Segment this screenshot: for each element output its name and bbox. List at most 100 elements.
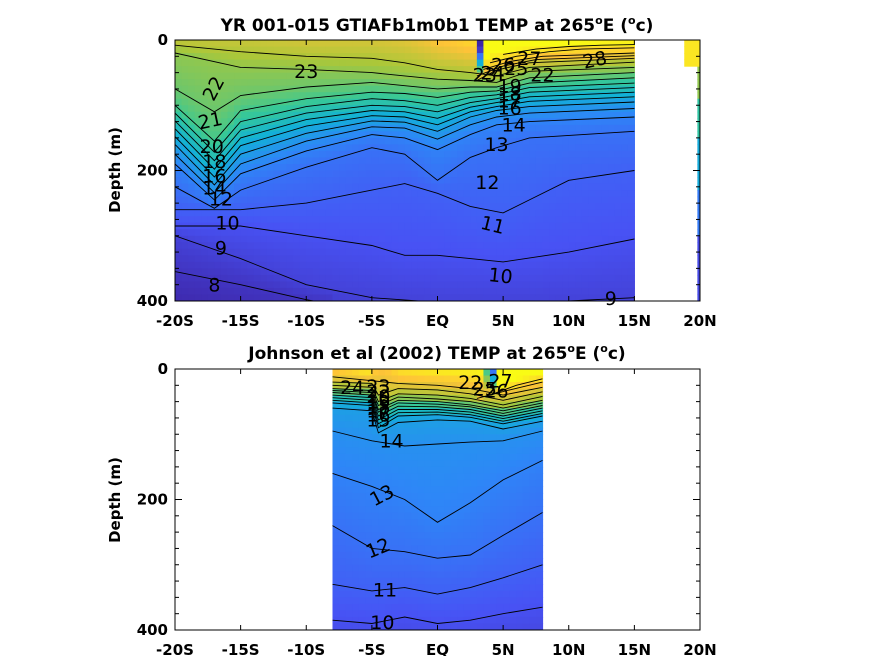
heat-cell bbox=[424, 401, 432, 409]
heat-cell bbox=[286, 170, 294, 178]
heat-cell bbox=[319, 209, 327, 217]
heat-cell bbox=[496, 196, 504, 204]
heat-cell bbox=[430, 92, 439, 100]
heat-cell bbox=[476, 479, 485, 488]
heat-cell bbox=[575, 248, 583, 256]
heat-cell bbox=[516, 105, 524, 113]
heat-cell bbox=[697, 111, 700, 119]
heat-cell bbox=[398, 131, 406, 139]
heat-cell bbox=[529, 163, 537, 172]
heat-cell bbox=[490, 229, 498, 237]
heat-cell bbox=[568, 222, 576, 230]
heat-cell bbox=[614, 72, 622, 80]
heat-cell bbox=[568, 177, 576, 185]
heat-cell bbox=[398, 532, 406, 540]
heat-cell bbox=[175, 294, 183, 301]
heat-cell bbox=[214, 170, 222, 178]
heat-cell bbox=[503, 616, 511, 625]
heat-cell bbox=[535, 170, 544, 178]
heat-cell bbox=[332, 525, 340, 533]
heat-cell bbox=[503, 235, 511, 243]
heat-cell bbox=[483, 196, 491, 204]
heat-cell bbox=[601, 216, 609, 224]
heat-cell bbox=[201, 46, 209, 54]
heat-cell bbox=[378, 248, 386, 256]
heat-cell bbox=[522, 124, 530, 132]
contour-label: 24 bbox=[340, 377, 364, 399]
heat-cell bbox=[535, 287, 544, 296]
heat-cell bbox=[621, 137, 629, 145]
heat-cell bbox=[365, 584, 373, 592]
isotherm-21 bbox=[332, 390, 543, 412]
heat-cell bbox=[378, 525, 386, 533]
heat-cell bbox=[240, 66, 248, 74]
heat-cell bbox=[529, 616, 537, 625]
heat-cell bbox=[424, 40, 432, 48]
heat-cell bbox=[260, 157, 268, 165]
heat-cell bbox=[188, 248, 196, 256]
heat-cell bbox=[398, 53, 406, 61]
heat-cell bbox=[319, 294, 327, 301]
heat-cell bbox=[352, 157, 360, 165]
heat-cell bbox=[385, 571, 393, 579]
heat-cell bbox=[522, 584, 530, 592]
heat-cell bbox=[411, 375, 419, 383]
heat-cell bbox=[450, 421, 458, 429]
heat-cell bbox=[293, 66, 301, 74]
heat-cell bbox=[470, 92, 478, 100]
heat-cell bbox=[188, 294, 196, 301]
heat-cell bbox=[240, 183, 248, 191]
heat-cell bbox=[417, 512, 425, 520]
heat-cell bbox=[417, 479, 425, 488]
heat-cell bbox=[371, 453, 380, 461]
heat-cell bbox=[280, 92, 288, 100]
heat-cell bbox=[529, 131, 537, 139]
heat-cell bbox=[214, 255, 222, 263]
heat-cell bbox=[470, 519, 478, 527]
heat-cell bbox=[385, 519, 393, 527]
isotherm-lines-model bbox=[175, 44, 635, 301]
heat-cell bbox=[424, 434, 432, 442]
heat-cell bbox=[352, 440, 360, 448]
heat-cell bbox=[581, 92, 590, 100]
heat-cell bbox=[568, 53, 576, 61]
heat-cell bbox=[411, 40, 419, 48]
heat-cell bbox=[568, 183, 576, 191]
heat-cell bbox=[220, 203, 229, 211]
heat-cell bbox=[568, 40, 576, 48]
heat-cell bbox=[188, 59, 196, 67]
heat-cell bbox=[378, 144, 386, 152]
heat-cell bbox=[496, 124, 504, 132]
heat-cell bbox=[476, 558, 485, 566]
heat-cell bbox=[581, 183, 590, 191]
heat-cell bbox=[450, 294, 458, 301]
heat-cell bbox=[404, 242, 412, 250]
heat-cell bbox=[352, 577, 360, 585]
heat-cell bbox=[424, 577, 432, 585]
heat-cell bbox=[549, 281, 557, 289]
heat-cell bbox=[286, 53, 294, 61]
heat-cell bbox=[385, 59, 393, 67]
heat-cell bbox=[483, 479, 491, 488]
heat-cell bbox=[332, 274, 340, 283]
heat-cell bbox=[444, 274, 452, 283]
heat-cell bbox=[358, 222, 366, 230]
heat-cell bbox=[509, 532, 517, 540]
heat-cell bbox=[522, 46, 530, 54]
heat-cell bbox=[470, 287, 478, 296]
heat-cell bbox=[240, 177, 248, 185]
heat-cell bbox=[535, 590, 544, 598]
heat-cell bbox=[575, 137, 583, 145]
heat-cell bbox=[260, 183, 268, 191]
heat-cell bbox=[450, 92, 458, 100]
heat-cell bbox=[201, 177, 209, 185]
heat-cell bbox=[457, 177, 465, 185]
heat-cell bbox=[535, 564, 544, 572]
heat-cell bbox=[181, 124, 189, 132]
heat-cell bbox=[365, 427, 373, 435]
heat-cell bbox=[437, 222, 445, 230]
heat-cell bbox=[450, 157, 458, 165]
heat-cell bbox=[522, 79, 530, 87]
heat-cell bbox=[476, 105, 485, 113]
heat-cell bbox=[299, 46, 307, 54]
